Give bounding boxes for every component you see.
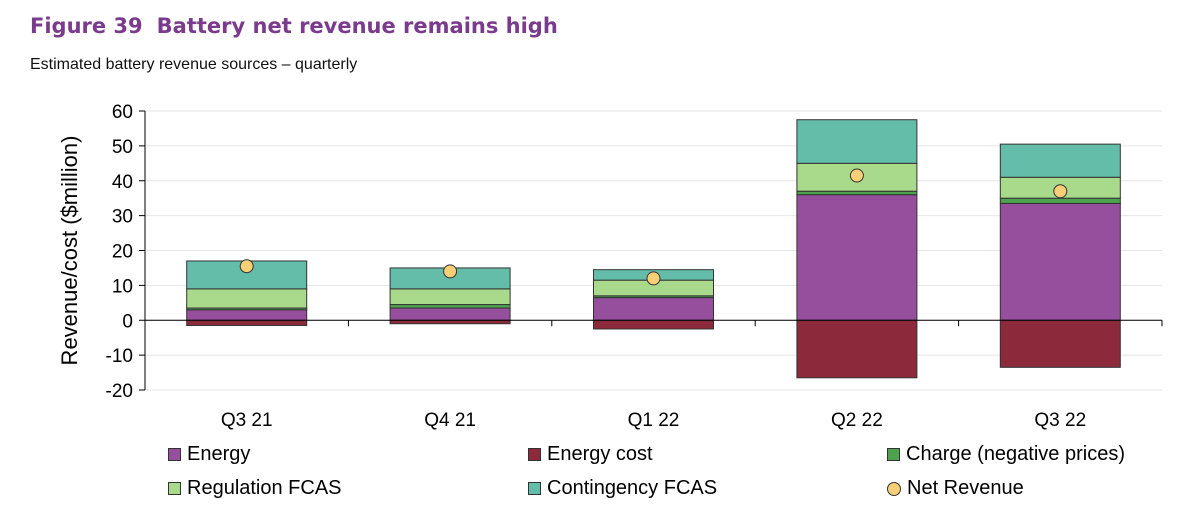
- y-tick-label: 30: [112, 207, 133, 228]
- bar-segment: [593, 297, 714, 321]
- net-revenue-point: [849, 168, 864, 183]
- y-tick-label: 10: [112, 276, 133, 297]
- x-tick-label: Q2 22: [831, 410, 883, 431]
- bar-segment: [186, 319, 308, 326]
- y-tick-label: 50: [112, 137, 133, 158]
- bar-segment: [389, 307, 511, 321]
- figure-subtitle: Estimated battery revenue sources – quar…: [30, 56, 358, 73]
- bar-segment: [796, 319, 918, 379]
- figure-number: Figure 39: [30, 14, 143, 38]
- bar-segment: [186, 309, 308, 321]
- x-tick-label: Q4 21: [424, 410, 476, 431]
- bar-segment: [796, 119, 918, 164]
- x-tick-label: Q3 21: [221, 410, 273, 431]
- net-revenue-point: [1053, 184, 1068, 199]
- bar-segment: [186, 288, 308, 309]
- net-revenue-point: [646, 271, 661, 286]
- net-revenue-point: [443, 264, 458, 279]
- y-tick-label: 20: [112, 242, 133, 263]
- y-tick-label: 0: [122, 311, 133, 332]
- net-revenue-point: [239, 259, 254, 274]
- y-tick-label: 40: [112, 172, 133, 193]
- bar-segment: [593, 319, 714, 330]
- y-axis-label: Revenue/cost ($million): [57, 136, 82, 366]
- figure-title: Figure 39 Battery net revenue remains hig…: [30, 14, 558, 38]
- figure-title-text: Battery net revenue remains high: [156, 14, 558, 38]
- y-tick-label: 60: [112, 102, 133, 123]
- bar-segment: [796, 190, 918, 196]
- y-tick-label: -20: [106, 381, 133, 402]
- bar-segment: [389, 319, 511, 325]
- bar-segment: [999, 319, 1121, 368]
- x-tick-label: Q3 22: [1034, 410, 1086, 431]
- bar-segment: [999, 202, 1121, 321]
- bar-segment: [796, 194, 918, 321]
- bar-segment: [999, 197, 1121, 204]
- y-tick-label: -10: [106, 346, 133, 367]
- bar-segment: [389, 288, 511, 306]
- x-tick-label: Q1 22: [628, 410, 680, 431]
- bar-segment: [389, 304, 511, 309]
- bar-segment: [999, 143, 1121, 178]
